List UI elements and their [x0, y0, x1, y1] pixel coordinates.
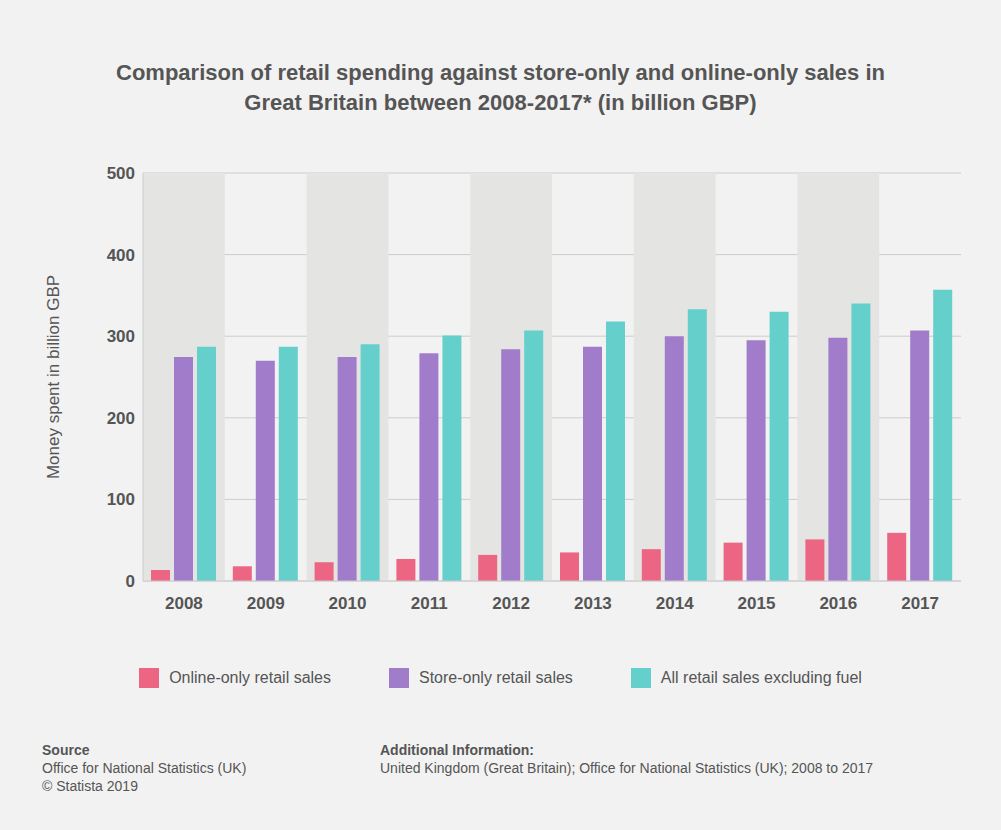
- svg-text:100: 100: [107, 490, 135, 509]
- svg-text:2013: 2013: [574, 594, 612, 613]
- svg-text:300: 300: [107, 327, 135, 346]
- svg-text:500: 500: [107, 164, 135, 183]
- html-text:Comparison of retail spending: Comparison of retail spending against st…: [116, 60, 885, 115]
- html-text:Office for National Statistics: Office for National Statistics (UK): [42, 760, 247, 776]
- html-text:Additional Information:: Additional Information:: [380, 742, 534, 758]
- html-text:United Kingdom (Great Britain): United Kingdom (Great Britain); Office f…: [380, 760, 874, 776]
- svg-text:0: 0: [126, 572, 135, 591]
- svg-text:2008: 2008: [165, 594, 203, 613]
- html-text:Store-only retail sales: Store-only retail sales: [419, 669, 573, 686]
- svg-text:2009: 2009: [247, 594, 285, 613]
- svg-text:200: 200: [107, 409, 135, 428]
- svg-text:400: 400: [107, 246, 135, 265]
- svg-text:2012: 2012: [492, 594, 530, 613]
- html-text:Online-only retail sales: Online-only retail sales: [169, 669, 331, 686]
- svg-text:2014: 2014: [656, 594, 694, 613]
- svg-text:2015: 2015: [738, 594, 776, 613]
- html-text:All retail sales excluding fue: All retail sales excluding fuel: [660, 669, 862, 686]
- svg-text:2017: 2017: [901, 594, 939, 613]
- svg-text:Money spent in billion GBP: Money spent in billion GBP: [44, 275, 63, 479]
- svg-text:2010: 2010: [329, 594, 367, 613]
- svg-text:2011: 2011: [411, 594, 448, 613]
- html-text:Source: Source: [42, 742, 90, 758]
- html-text:© Statista 2019: © Statista 2019: [42, 778, 138, 794]
- svg-text:2016: 2016: [819, 594, 857, 613]
